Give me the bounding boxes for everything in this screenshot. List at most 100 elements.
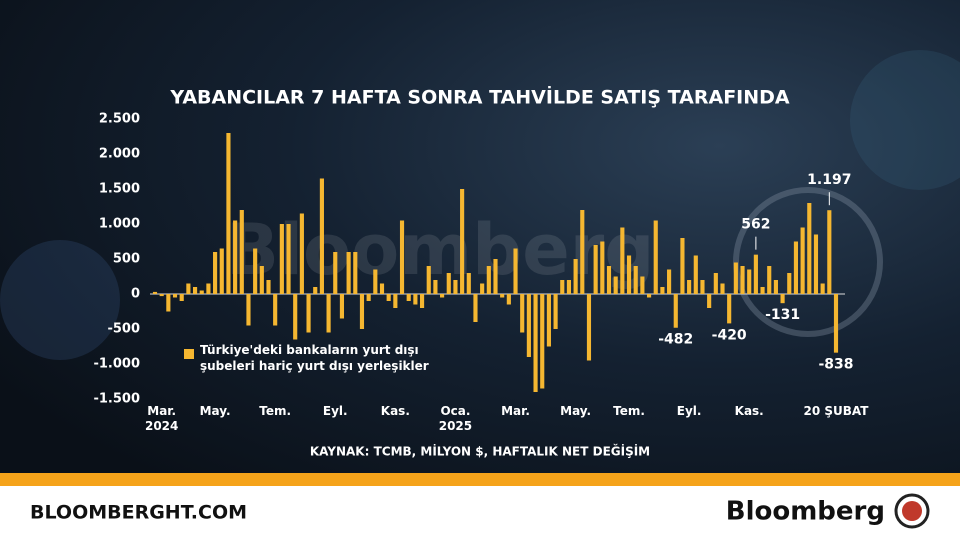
bar (213, 252, 218, 294)
bar (279, 224, 284, 294)
data-label: -131 (765, 307, 800, 323)
x-tick-label-box: Eyl. (322, 404, 348, 418)
bar (626, 255, 632, 294)
source: KAYNAK: TCMB, MİLYON $, HAFTALIK NET DEĞ… (310, 444, 650, 459)
x-tick-label-box: Oca. 2025 (438, 404, 473, 433)
data-label: -420 (712, 327, 747, 343)
accent-band (0, 473, 960, 486)
bar (820, 283, 825, 294)
x-tick-label-box: Tem. (613, 404, 645, 418)
x-tick-label-box: May. (560, 404, 592, 418)
x-tick-label: Oca. 2025 (438, 404, 473, 433)
bar (540, 294, 545, 389)
bar (353, 252, 358, 294)
bar (460, 189, 465, 294)
footer-site: BLOOMBERGHT.COM (30, 502, 247, 524)
x-tick-label-box: Kas. (381, 404, 410, 418)
bar (473, 294, 478, 322)
bar (667, 269, 672, 294)
bar (406, 294, 411, 301)
bar (733, 262, 738, 294)
bar (533, 294, 538, 392)
y-tick-label: 2.000 (99, 147, 140, 162)
bar (306, 294, 311, 333)
bar (419, 294, 425, 308)
bar (747, 269, 752, 294)
bar (586, 294, 592, 361)
legend-label-box: Türkiye'deki bankaların yurt dışı şubele… (200, 343, 429, 373)
bar (673, 294, 678, 328)
bar (373, 269, 378, 294)
bar (166, 294, 171, 312)
chart-title: YABANCILAR 7 HAFTA SONRA TAHVİLDE SATIŞ … (169, 85, 790, 109)
legend-swatch (184, 349, 194, 359)
bokeh (850, 50, 960, 190)
bar (446, 273, 451, 294)
bar (833, 294, 839, 353)
bar (246, 294, 251, 326)
bar (333, 252, 338, 294)
bar (813, 234, 819, 294)
bar (573, 259, 578, 294)
bar (233, 220, 238, 294)
data-label: -838 (818, 357, 853, 373)
data-label: -482 (658, 332, 693, 348)
bar (159, 294, 164, 297)
bar (199, 290, 204, 294)
x-tick-label: Mar. (501, 404, 530, 418)
bar (580, 210, 585, 294)
x-tick-label-box: May. (200, 404, 231, 418)
bar (286, 224, 291, 294)
x-tick-label: 20 ŞUBAT (803, 404, 869, 418)
bar (793, 241, 799, 294)
bar (319, 178, 324, 294)
bar (753, 254, 758, 294)
bar (259, 266, 264, 294)
bar (346, 252, 351, 294)
x-tick-label: Tem. (259, 404, 292, 418)
bar (239, 210, 244, 294)
bar (326, 294, 331, 333)
bar (453, 280, 458, 294)
footer-brand: Bloomberg (726, 497, 885, 527)
bar (566, 280, 572, 294)
footer-bar (0, 486, 960, 540)
y-tick-label: 1.500 (99, 182, 140, 197)
background (0, 0, 960, 486)
bar (780, 294, 785, 304)
bar (192, 287, 198, 294)
bar (172, 294, 178, 298)
x-tick-label: Mar. 2024 (144, 404, 179, 433)
bar (526, 294, 531, 357)
x-tick-label: May. (560, 404, 592, 418)
bar (713, 273, 718, 294)
y-tick-label: -1.000 (93, 357, 140, 372)
bar (700, 280, 705, 294)
y-tick-label: -1.500 (93, 392, 140, 407)
bar (787, 273, 792, 294)
bar (727, 294, 732, 324)
bar (560, 280, 565, 294)
bar (720, 283, 725, 294)
bar (219, 248, 224, 294)
bar (413, 294, 418, 305)
bar (680, 238, 685, 294)
x-tick-label: Eyl. (322, 404, 348, 418)
bar (480, 283, 485, 294)
bar (179, 294, 184, 301)
bar (466, 273, 471, 294)
bar (399, 220, 405, 294)
bar (293, 294, 298, 340)
lens-decoration (733, 187, 883, 337)
x-tick-label: Tem. (613, 404, 645, 418)
bar (553, 294, 558, 329)
bokeh (0, 240, 120, 360)
y-tick-label: 1.000 (99, 217, 140, 232)
bar (740, 266, 745, 294)
bar (359, 294, 365, 329)
bar (506, 294, 511, 305)
bar (660, 287, 665, 294)
bar (486, 266, 491, 294)
bar (760, 287, 765, 294)
